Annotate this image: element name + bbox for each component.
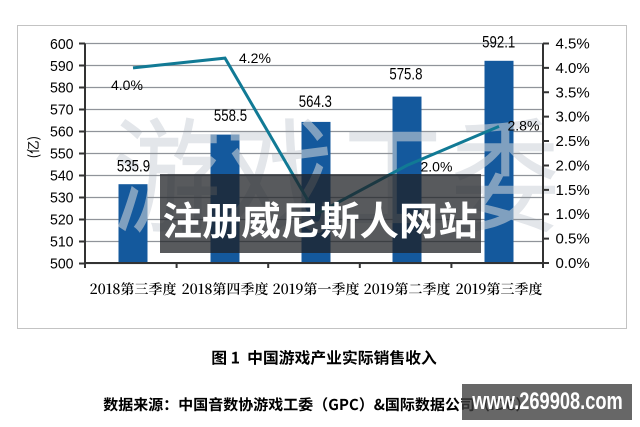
svg-text:4.0%: 4.0% xyxy=(111,77,143,93)
svg-text:575.8: 575.8 xyxy=(389,65,422,84)
svg-text:500: 500 xyxy=(50,256,74,272)
svg-text:0.5%: 0.5% xyxy=(556,231,590,248)
svg-text:3.5%: 3.5% xyxy=(556,84,590,101)
svg-text:510: 510 xyxy=(50,234,74,250)
svg-text:4.2%: 4.2% xyxy=(239,50,271,66)
svg-text:530: 530 xyxy=(50,190,74,206)
svg-text:558.5: 558.5 xyxy=(214,107,247,126)
svg-text:2.0%: 2.0% xyxy=(556,157,590,174)
svg-text:1.0%: 1.0% xyxy=(556,206,590,223)
svg-text:590: 590 xyxy=(50,58,74,74)
svg-text:0.0%: 0.0% xyxy=(556,255,590,272)
svg-text:520: 520 xyxy=(50,212,74,228)
svg-text:www.269908.com: www.269908.com xyxy=(471,386,622,414)
svg-text:4.0%: 4.0% xyxy=(556,60,590,77)
svg-text:600: 600 xyxy=(50,36,74,52)
svg-text:580: 580 xyxy=(50,80,74,96)
svg-text:2.0%: 2.0% xyxy=(421,159,453,175)
svg-text:564.3: 564.3 xyxy=(299,93,332,112)
svg-text:570: 570 xyxy=(50,102,74,118)
svg-text:1.5%: 1.5% xyxy=(556,182,590,199)
svg-text:550: 550 xyxy=(50,146,74,162)
svg-text:535.9: 535.9 xyxy=(117,157,150,176)
svg-text:3.0%: 3.0% xyxy=(556,109,590,126)
svg-text:2.5%: 2.5% xyxy=(556,133,590,150)
svg-text:560: 560 xyxy=(50,124,74,140)
svg-text:540: 540 xyxy=(50,168,74,184)
svg-text:592.1: 592.1 xyxy=(482,33,515,52)
svg-text:4.5%: 4.5% xyxy=(556,36,590,53)
svg-text:2.8%: 2.8% xyxy=(508,118,540,134)
